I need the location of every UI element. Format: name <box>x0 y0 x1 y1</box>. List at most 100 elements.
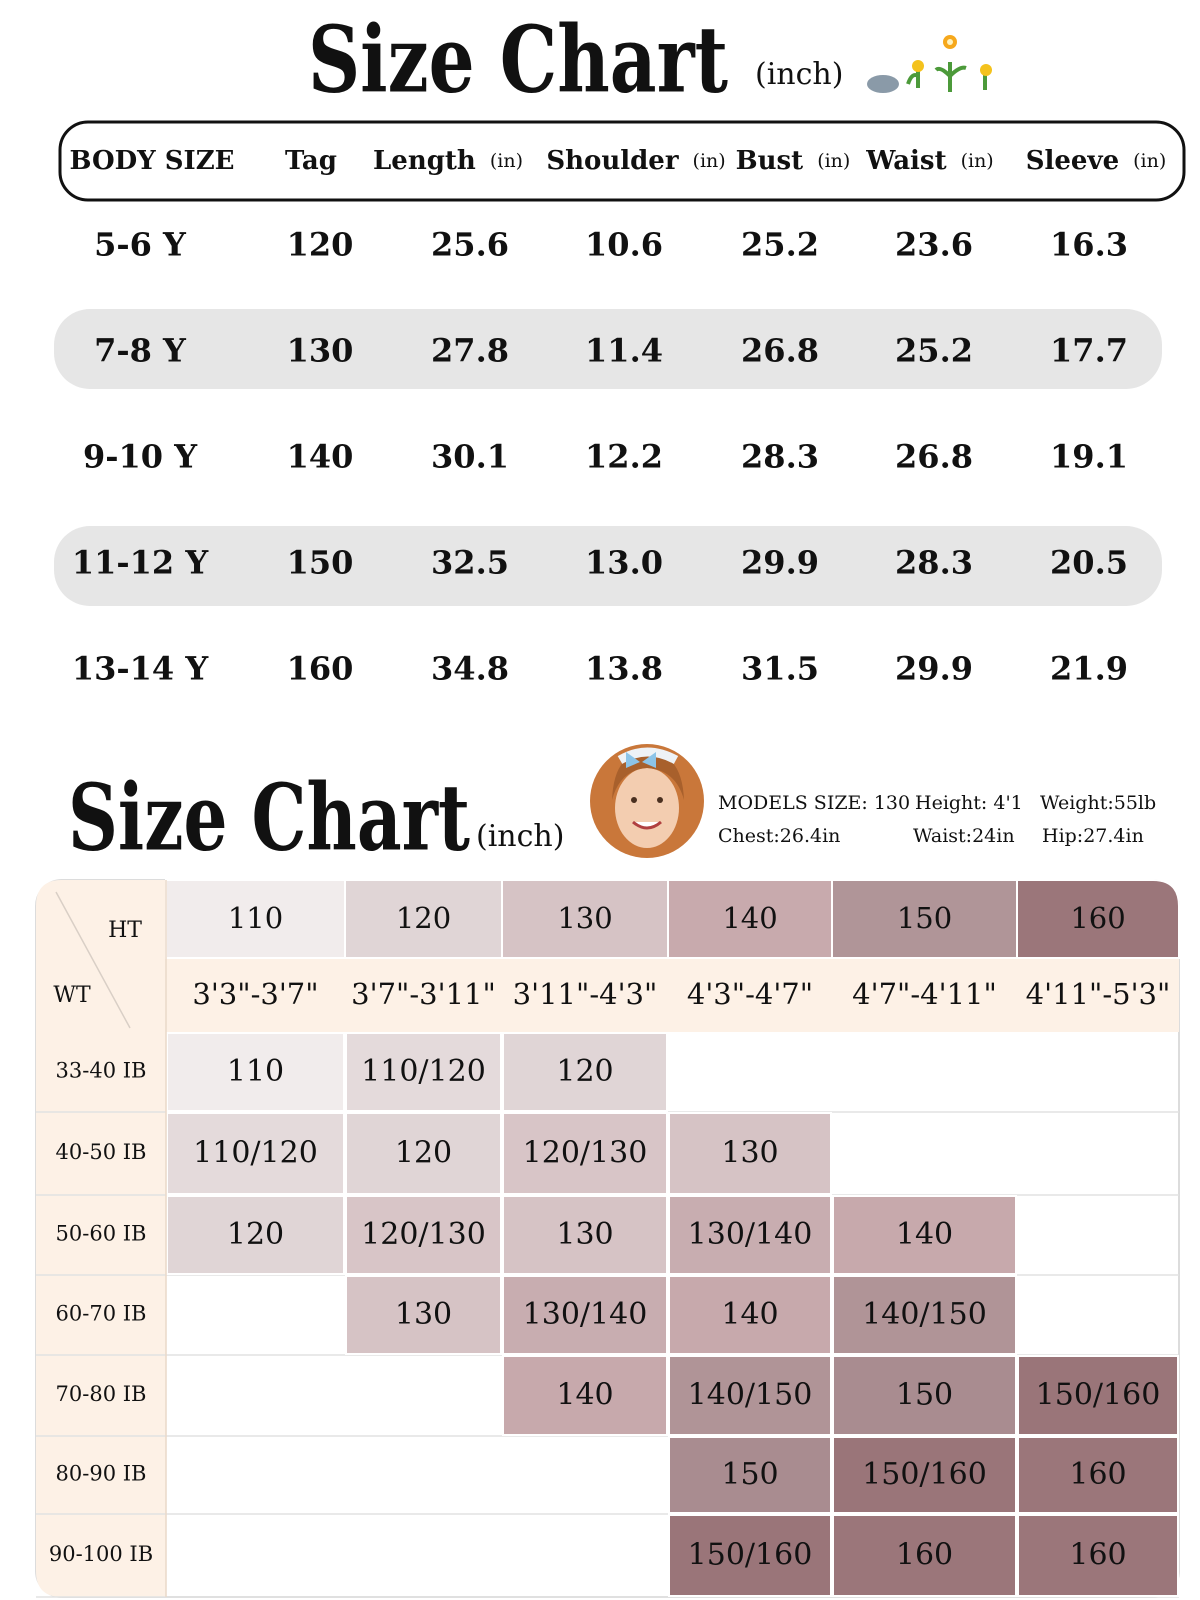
recommended-size: 150/160 <box>688 1538 813 1573</box>
recommended-size: 130/140 <box>523 1297 648 1332</box>
body-size: 9-10 Y <box>83 438 198 476</box>
measurement: 150 <box>287 544 354 582</box>
size-cell <box>345 1112 502 1195</box>
size-cell <box>345 1275 502 1355</box>
column-header: Tag <box>285 146 337 176</box>
height-header-cell <box>667 879 833 959</box>
recommended-size: 110 <box>227 1054 284 1089</box>
size-cell <box>832 1195 1017 1275</box>
weight-label: 33-40 IB <box>56 1059 147 1083</box>
measurement: 25.2 <box>741 226 819 264</box>
measurement: 130 <box>287 332 354 370</box>
measurement: 120 <box>287 226 354 264</box>
column-header: Shoulder (in) <box>546 146 725 176</box>
model-title: Size Chart <box>68 764 470 872</box>
corner-weight: WT <box>53 983 91 1008</box>
model-title-unit: (inch) <box>476 819 564 854</box>
height-range: 3'11"-4'3" <box>513 977 658 1011</box>
measurement: 29.9 <box>741 544 819 582</box>
column-unit: (in) <box>490 150 523 172</box>
measurement: 32.5 <box>431 544 509 582</box>
model-detail: Chest:26.4in <box>718 825 840 847</box>
column-header: BODY SIZE <box>69 146 234 176</box>
recommended-size: 130 <box>556 1217 613 1252</box>
height-tag: 120 <box>396 901 451 935</box>
row-band <box>54 309 1162 389</box>
recommended-size: 140/150 <box>688 1378 813 1413</box>
recommended-size: 140 <box>721 1297 778 1332</box>
column-header: Length (in) <box>373 146 523 176</box>
measurement: 13.0 <box>585 544 663 582</box>
column-header: Sleeve (in) <box>1026 146 1167 176</box>
size-cell <box>166 1032 345 1112</box>
recommended-size: 130 <box>721 1136 778 1171</box>
weight-label: 40-50 IB <box>56 1140 147 1164</box>
weight-label: 60-70 IB <box>56 1302 147 1326</box>
recommended-size: 120 <box>395 1136 452 1171</box>
weight-label: 70-80 IB <box>56 1382 147 1406</box>
weight-label: 50-60 IB <box>56 1222 147 1246</box>
size-cell <box>502 1275 668 1355</box>
recommended-size: 120/130 <box>523 1136 648 1171</box>
size-cell <box>502 1112 668 1195</box>
weight-label: 90-100 IB <box>49 1542 153 1566</box>
weight-label: 80-90 IB <box>56 1462 147 1486</box>
measurement: 160 <box>287 650 354 688</box>
height-range: 3'7"-3'11" <box>351 977 496 1011</box>
title: Size Chart <box>308 6 728 114</box>
recommended-size: 130/140 <box>688 1217 813 1252</box>
size-cell <box>502 1355 668 1436</box>
size-cell <box>832 1355 1017 1436</box>
row-band <box>54 526 1162 606</box>
column-name: Sleeve <box>1026 146 1119 176</box>
height-range: 3'3"-3'7" <box>192 977 318 1011</box>
column-name: Shoulder <box>546 146 679 176</box>
corner-diagonal <box>55 891 131 1029</box>
measurement: 26.8 <box>741 332 819 370</box>
model-detail: Hip:27.4in <box>1042 825 1144 847</box>
body-size: 5-6 Y <box>94 226 187 264</box>
column-header: Bust (in) <box>736 146 851 176</box>
body-size: 11-12 Y <box>72 544 209 582</box>
size-cell <box>832 1514 1017 1597</box>
size-cell <box>1017 1436 1179 1514</box>
recommended-size: 110/120 <box>193 1136 318 1171</box>
height-range: 4'3"-4'7" <box>687 977 813 1011</box>
measurement: 26.8 <box>895 438 973 476</box>
column-name: BODY SIZE <box>69 146 234 176</box>
height-tag: 130 <box>557 901 612 935</box>
size-grid: HT WT 110 3'3"-3'7" 120 3'7"-3'11" 130 3'11"-4'… <box>35 879 1180 1598</box>
model-photo <box>590 744 704 858</box>
measurement: 25.2 <box>895 332 973 370</box>
size-cell <box>668 1514 832 1597</box>
measurement: 28.3 <box>895 544 973 582</box>
height-tag: 140 <box>722 901 777 935</box>
measurement: 140 <box>287 438 354 476</box>
body-size: 13-14 Y <box>72 650 209 688</box>
recommended-size: 160 <box>896 1538 953 1573</box>
range-row <box>166 958 1179 1032</box>
measurement: 30.1 <box>431 438 509 476</box>
label-column <box>36 1032 166 1597</box>
height-tag: 110 <box>228 901 283 935</box>
model-detail: Height: 4'1 <box>915 792 1023 814</box>
recommended-size: 140 <box>556 1378 613 1413</box>
column-name: Length <box>373 146 476 176</box>
recommended-size: 150/160 <box>862 1457 987 1492</box>
measurement: 12.2 <box>585 438 663 476</box>
recommended-size: 140/150 <box>862 1297 987 1332</box>
recommended-size: 150 <box>896 1378 953 1413</box>
height-tag: 160 <box>1070 901 1125 935</box>
height-range: 4'7"-4'11" <box>852 977 997 1011</box>
size-cell <box>345 1032 502 1112</box>
corner-height: HT <box>108 918 142 943</box>
size-cell <box>668 1436 832 1514</box>
measurement: 23.6 <box>895 226 973 264</box>
size-cell <box>668 1355 832 1436</box>
measurement: 13.8 <box>585 650 663 688</box>
table-header-frame <box>58 120 1186 202</box>
measurement: 28.3 <box>741 438 819 476</box>
measurement: 10.6 <box>585 226 663 264</box>
size-cell <box>502 1032 668 1112</box>
